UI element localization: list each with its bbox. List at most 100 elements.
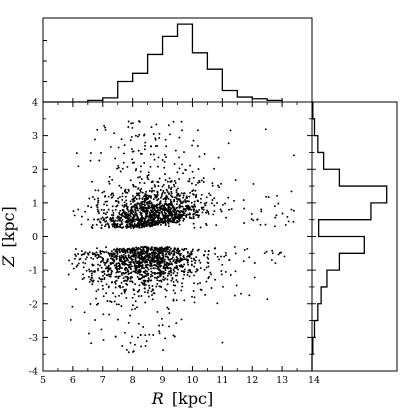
x-axis-label-unit: [kpc] — [172, 389, 213, 408]
scatter-point — [127, 351, 130, 354]
scatter-point — [121, 345, 124, 347]
scatter-point — [124, 220, 127, 223]
scatter-point — [156, 279, 159, 282]
scatter-point — [150, 126, 153, 129]
scatter-point — [196, 145, 199, 147]
scatter-point — [104, 126, 107, 129]
scatter-point — [197, 216, 200, 219]
scatter-point — [217, 156, 220, 159]
scatter-point — [265, 250, 268, 253]
scatter-point — [76, 264, 79, 267]
scatter-point — [121, 226, 124, 229]
scatter-point — [157, 198, 160, 200]
scatter-point — [172, 289, 175, 292]
scatter-point — [170, 262, 173, 265]
scatter-point — [141, 226, 144, 229]
scatter-point — [119, 251, 121, 254]
scatter-point — [230, 208, 233, 211]
top-hist-tick-label: 4 — [32, 98, 38, 109]
scatter-point — [125, 191, 127, 194]
scatter-point — [88, 270, 91, 273]
scatter-point — [129, 280, 132, 283]
scatter-point — [200, 193, 203, 196]
scatter-point — [116, 251, 119, 254]
scatter-point — [160, 317, 163, 320]
scatter-point — [153, 189, 156, 192]
scatter-point — [116, 204, 119, 207]
scatter-point — [109, 273, 112, 276]
scatter-point — [155, 123, 158, 126]
scatter-point — [88, 197, 91, 200]
scatter-point — [118, 270, 121, 273]
scatter-point — [166, 204, 168, 207]
scatter-point — [286, 215, 289, 218]
scatter-point — [99, 252, 102, 255]
scatter-point — [190, 264, 193, 267]
scatter-point — [147, 289, 150, 292]
scatter-point — [166, 283, 169, 286]
scatter-point — [173, 335, 176, 338]
scatter-point — [159, 248, 162, 251]
scatter-point — [140, 258, 143, 261]
scatter-point — [156, 254, 159, 256]
scatter-point — [182, 194, 185, 197]
scatter-point — [182, 200, 185, 203]
scatter-point — [136, 218, 138, 221]
scatter-point — [176, 209, 179, 212]
scatter-point — [132, 211, 135, 214]
scatter-point — [182, 196, 185, 199]
scatter-point — [96, 206, 99, 209]
scatter-point — [101, 191, 104, 194]
scatter-point — [146, 197, 149, 200]
scatter-point — [208, 275, 211, 278]
scatter-point — [134, 300, 137, 303]
scatter-point — [250, 218, 253, 221]
scatter-point — [138, 226, 141, 229]
scatter-point — [161, 191, 164, 194]
scatter-point — [195, 256, 198, 259]
scatter-point — [125, 288, 128, 291]
scatter-point — [129, 202, 132, 205]
scatter-point — [115, 275, 118, 278]
scatter-point — [115, 226, 118, 229]
y-axis-label-unit: [kpc] — [0, 206, 18, 247]
scatter-point — [90, 226, 93, 228]
scatter-point — [192, 290, 195, 292]
scatter-point — [164, 249, 167, 252]
scatter-point — [83, 311, 86, 314]
scatter-point — [172, 183, 175, 186]
scatter-point — [146, 176, 149, 179]
scatter-point — [162, 252, 164, 255]
scatter-point — [164, 200, 167, 203]
scatter-point — [124, 195, 127, 198]
scatter-point — [213, 247, 216, 250]
scatter-point — [225, 254, 227, 257]
scatter-point — [165, 194, 168, 197]
scatter-point — [126, 165, 129, 168]
scatter-point — [97, 269, 99, 272]
scatter-point — [147, 207, 150, 210]
scatter-point — [153, 158, 156, 161]
scatter-point — [117, 303, 120, 306]
scatter-point — [146, 209, 149, 212]
scatter-point — [170, 190, 173, 193]
scatter-point — [93, 198, 96, 201]
scatter-point — [182, 172, 185, 175]
scatter-point — [99, 250, 102, 253]
scatter-point — [138, 262, 141, 265]
scatter-point — [174, 196, 177, 199]
scatter-point — [184, 198, 186, 201]
scatter-point — [174, 274, 177, 277]
scatter-point — [124, 275, 127, 278]
scatter-point — [153, 222, 156, 225]
scatter-point — [115, 258, 118, 261]
scatter-point — [145, 254, 148, 257]
scatter-point — [117, 146, 120, 149]
scatter-point — [112, 292, 114, 295]
scatter-point — [246, 247, 249, 250]
scatter-point — [104, 200, 107, 203]
scatter-point — [183, 248, 186, 251]
scatter-point — [123, 331, 126, 334]
scatter-point — [102, 295, 105, 298]
scatter-point — [169, 213, 172, 216]
